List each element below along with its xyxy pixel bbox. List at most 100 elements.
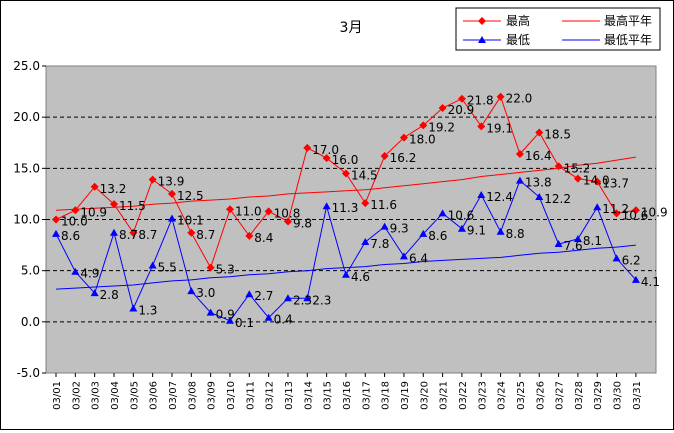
min-data-label: 8.8 [506, 227, 525, 241]
min-point [167, 214, 176, 222]
min-data-label: 8.1 [583, 234, 602, 248]
x-tick-label: 03/24 [497, 381, 508, 410]
x-tick-label: 03/28 [574, 381, 585, 410]
x-tick-label: 03/29 [593, 381, 604, 410]
x-tick-label: 03/19 [400, 381, 411, 410]
min-data-label: 4.9 [80, 267, 99, 281]
legend-label-max: 最高 [506, 13, 530, 28]
legend: 最高 最高平年 最低 最低平年 [455, 7, 661, 51]
x-tick-label: 03/26 [535, 381, 546, 410]
min-data-label: 11.3 [332, 201, 359, 215]
min-point [341, 270, 350, 278]
max-point [71, 206, 80, 215]
min-point [129, 304, 138, 312]
min-data-label: 13.8 [525, 176, 552, 190]
legend-label-max-normal: 最高平年 [604, 13, 652, 28]
max-data-label: 8.7 [196, 228, 215, 242]
min-point [612, 254, 621, 262]
x-tick-label: 03/27 [555, 381, 566, 410]
max-point [206, 263, 215, 272]
y-tick-label: 5.0 [21, 264, 40, 278]
chart-title: 3月 [340, 20, 363, 36]
max-data-label: 11.5 [119, 199, 146, 213]
x-tick-label: 03/23 [477, 381, 488, 410]
max-point [245, 231, 254, 240]
min-point [322, 202, 331, 210]
max-point [187, 228, 196, 237]
min-point [245, 290, 254, 298]
min-point [477, 190, 486, 198]
max-data-label: 8.4 [254, 231, 273, 245]
max-data-label: 10.9 [641, 205, 668, 219]
max-point [419, 121, 428, 130]
max-data-label: 10.6 [622, 208, 649, 222]
min-point [206, 308, 215, 316]
max-point [515, 150, 524, 159]
x-tick-label: 03/17 [361, 381, 372, 410]
legend-marker-min [478, 36, 486, 43]
min-data-label: 4.6 [351, 270, 370, 284]
max-point [283, 217, 292, 226]
x-tick-label: 03/05 [129, 381, 140, 410]
max-point [457, 94, 466, 103]
max-point [593, 177, 602, 186]
x-tick-label: 03/16 [342, 381, 353, 410]
max-data-label: 13.2 [100, 182, 127, 196]
max-point [573, 174, 582, 183]
min-data-label: 1.3 [138, 304, 157, 318]
min-data-label: 7.6 [564, 239, 583, 253]
min-point [264, 313, 273, 321]
max-point [399, 133, 408, 142]
max-data-label: 16.2 [390, 151, 417, 165]
max-data-label: 18.5 [544, 128, 571, 142]
max-data-label: 5.3 [216, 263, 235, 277]
x-tick-label: 03/14 [303, 381, 314, 410]
max-data-label: 16.0 [332, 153, 359, 167]
y-axis: 25.0 20.0 15.0 10.0 5.0 0.0 -5.0 [13, 59, 46, 380]
max-point [612, 209, 621, 218]
x-tick-label: 03/02 [71, 381, 82, 410]
max-data-label: 14.0 [583, 174, 610, 188]
min-data-label: 9.1 [467, 224, 486, 238]
x-tick-label: 03/20 [419, 381, 430, 410]
x-tick-label: 03/15 [323, 381, 334, 410]
max-point [264, 207, 273, 216]
max-data-label: 14.5 [351, 168, 378, 182]
max-data-label: 10.0 [61, 215, 88, 229]
max-data-label: 9.8 [293, 217, 312, 231]
legend-marker-max [478, 17, 486, 25]
x-tick-label: 03/03 [91, 381, 102, 410]
max-data-label: 13.9 [158, 175, 185, 189]
min-data-label: 6.4 [409, 251, 428, 265]
min-data-label: 0.1 [235, 316, 254, 330]
x-tick-label: 03/04 [110, 381, 121, 410]
min-data-label: 0.4 [274, 313, 293, 327]
min-point [515, 176, 524, 184]
min-point [303, 294, 312, 302]
min-point [90, 289, 99, 297]
min-data-label: 9.3 [390, 222, 409, 236]
max-data-label: 11.6 [370, 198, 397, 212]
x-tick-label: 03/30 [613, 381, 624, 410]
min-data-label: 10.1 [177, 213, 204, 227]
max-point [631, 206, 640, 215]
min-point [399, 252, 408, 260]
x-tick-label: 03/12 [265, 381, 276, 410]
legend-label-min: 最低 [506, 33, 530, 47]
max-point [90, 182, 99, 191]
min-data-label: 2.3 [293, 293, 312, 307]
min-data-label: 12.2 [544, 192, 571, 206]
min-point [148, 261, 157, 269]
max-data-label: 22.0 [506, 92, 533, 106]
min-data-label: 2.8 [100, 288, 119, 302]
min-data-label: 8.6 [428, 229, 447, 243]
gridlines [46, 116, 656, 323]
min-data-label: 0.9 [216, 308, 235, 322]
min-data-label: 7.8 [370, 237, 389, 251]
max-data-label: 16.4 [525, 149, 552, 163]
max-data-label: 19.2 [428, 120, 455, 134]
min-point [380, 222, 389, 230]
max-point [477, 122, 486, 131]
min-normal-line [55, 244, 636, 290]
min-data-label: 3.0 [196, 286, 215, 300]
